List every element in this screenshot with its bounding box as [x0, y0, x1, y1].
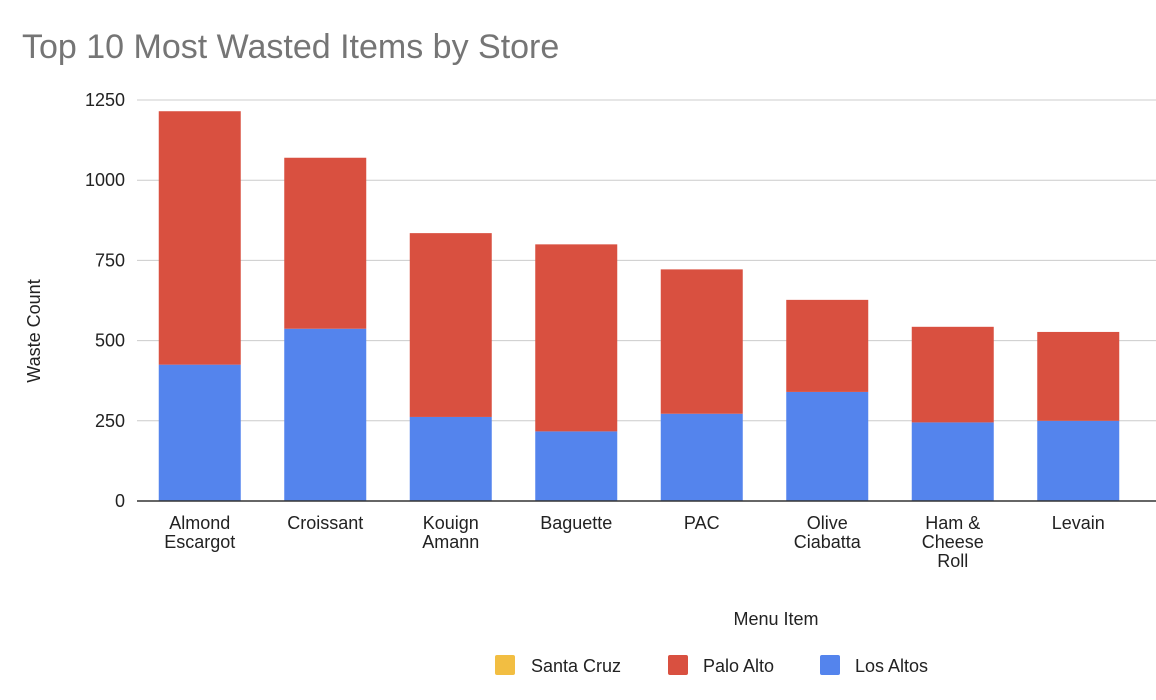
y-tick-label: 0	[115, 491, 125, 511]
x-tick-label: Cheese	[922, 532, 984, 552]
x-tick-label: Almond	[169, 513, 230, 533]
x-tick-label: Ham &	[925, 513, 980, 533]
bar-los-altos	[284, 328, 367, 501]
bar-los-altos	[158, 364, 241, 501]
legend: Santa Cruz Palo Alto Los Altos	[495, 655, 928, 676]
legend-label: Palo Alto	[703, 656, 774, 676]
bar-palo-alto	[660, 269, 743, 414]
x-tick-label: Levain	[1052, 513, 1105, 533]
y-axis-label: Waste Count	[24, 279, 44, 382]
bar-palo-alto	[1037, 331, 1120, 421]
x-tick-label: Roll	[937, 551, 968, 571]
legend-label: Los Altos	[855, 656, 928, 676]
y-tick-label: 250	[95, 411, 125, 431]
bar-palo-alto	[786, 299, 869, 392]
x-tick-label: Olive	[807, 513, 848, 533]
bar-palo-alto	[911, 326, 994, 423]
y-tick-label: 750	[95, 250, 125, 270]
bar-los-altos	[660, 413, 743, 501]
bar-palo-alto	[158, 111, 241, 365]
bar-los-altos	[409, 416, 492, 501]
x-tick-label: Croissant	[287, 513, 363, 533]
y-tick-label: 1250	[85, 90, 125, 110]
bar-palo-alto	[535, 244, 618, 432]
bar-los-altos	[911, 422, 994, 501]
bars	[158, 111, 1120, 501]
y-tick-label: 1000	[85, 170, 125, 190]
bar-los-altos	[786, 391, 869, 501]
y-tick-label: 500	[95, 331, 125, 351]
bar-los-altos	[1037, 420, 1120, 501]
bar-palo-alto	[284, 157, 367, 329]
x-tick-label: Escargot	[164, 532, 235, 552]
legend-swatch	[668, 655, 688, 675]
legend-label: Santa Cruz	[531, 656, 621, 676]
chart-title: Top 10 Most Wasted Items by Store	[22, 28, 559, 66]
x-tick-label: PAC	[684, 513, 720, 533]
x-tick-label: Kouign	[423, 513, 479, 533]
legend-swatch	[495, 655, 515, 675]
bar-los-altos	[535, 431, 618, 501]
x-tick-label: Amann	[422, 532, 479, 552]
x-tick-label: Baguette	[540, 513, 612, 533]
x-axis-label: Menu Item	[733, 609, 818, 629]
x-tick-label: Ciabatta	[794, 532, 862, 552]
bar-palo-alto	[409, 233, 492, 417]
legend-swatch	[820, 655, 840, 675]
